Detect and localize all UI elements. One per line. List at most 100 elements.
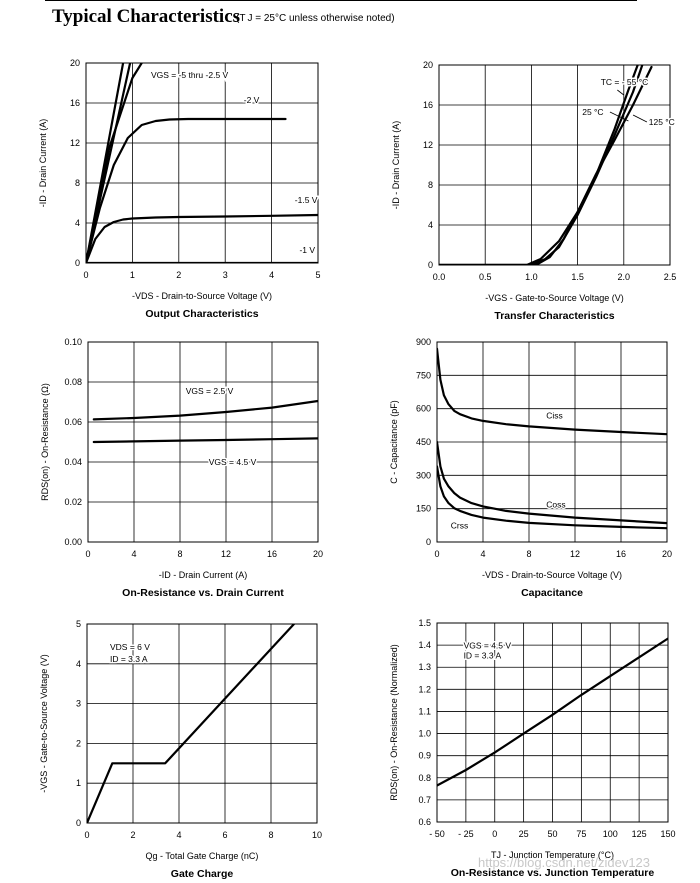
series-line	[92, 399, 318, 421]
annotation-label: TC = - 55 °C	[601, 77, 649, 87]
series-line	[439, 65, 639, 265]
y-tick-label: 12	[70, 138, 80, 148]
chart-title: Capacitance	[521, 587, 583, 599]
chart-gate-charge: 0 2 4 6 8 10 0 1 2 3 4 5 Qg - Total Gate Charge (nC)…	[39, 619, 322, 880]
x-tick-label: 0	[85, 549, 90, 559]
y-tick-label: 0.08	[64, 377, 82, 387]
page-subtitle: (T J = 25°C unless otherwise noted)	[236, 13, 395, 24]
x-axis-label: -ID - Drain Current (A)	[159, 570, 248, 580]
y-tick-label: 600	[416, 404, 431, 414]
y-tick-label: 20	[70, 58, 80, 68]
page-title: Typical Characteristics	[52, 6, 241, 27]
y-tick-label: 0	[426, 537, 431, 547]
x-tick-label: 20	[313, 549, 323, 559]
y-tick-label: 16	[70, 98, 80, 108]
y-tick-label: 5	[76, 619, 81, 629]
y-tick-label: 0.02	[64, 497, 82, 507]
x-tick-label: 0.5	[479, 272, 492, 282]
y-tick-label: 1.3	[418, 662, 431, 672]
plot-frame	[438, 64, 671, 266]
chart-title: On-Resistance vs. Junction Temperature	[451, 867, 655, 879]
x-tick-label: 4	[269, 270, 274, 280]
y-tick-label: 0.8	[418, 773, 431, 783]
top-rule	[45, 0, 637, 1]
leader-line	[632, 114, 648, 123]
series-line	[87, 624, 296, 823]
y-tick-label: 900	[416, 337, 431, 347]
x-tick-label: 0.0	[433, 272, 446, 282]
chart-transfer: 0.0 0.5 1.0 1.5 2.0 2.5 0 4 8 12 16 20 -VGS - Gate-t…	[391, 60, 676, 322]
chart-title: Gate Charge	[171, 868, 234, 880]
x-tick-label: 0	[83, 270, 88, 280]
x-tick-label: 0	[492, 829, 497, 839]
chart-title: On-Resistance vs. Drain Current	[122, 587, 284, 599]
x-axis-label: Qg - Total Gate Charge (nC)	[146, 851, 259, 861]
series-line	[92, 437, 318, 444]
x-tick-label: 1.5	[571, 272, 584, 282]
x-tick-label: 0	[84, 830, 89, 840]
x-tick-label: 1	[130, 270, 135, 280]
y-tick-label: 4	[428, 220, 433, 230]
x-tick-label: 100	[603, 829, 618, 839]
y-tick-label: 0.6	[418, 817, 431, 827]
annotation-label: -1 V	[299, 245, 315, 255]
y-tick-label: 0.00	[64, 537, 82, 547]
y-tick-label: 3	[76, 699, 81, 709]
series-line	[439, 65, 653, 265]
x-tick-label: 16	[616, 549, 626, 559]
y-tick-label: 8	[75, 178, 80, 188]
annotation-label: VGS = 4.5 V	[209, 457, 257, 467]
annotation-label: ID = 3.3 A	[464, 650, 502, 660]
leader-line	[609, 111, 629, 122]
y-tick-label: 450	[416, 437, 431, 447]
x-tick-label: 10	[312, 830, 322, 840]
x-axis-label: -VGS - Gate-to-Source Voltage (V)	[485, 293, 624, 303]
y-tick-label: 2	[76, 738, 81, 748]
x-axis-label: TJ - Junction Temperature (°C)	[491, 850, 614, 860]
y-tick-label: 1.4	[418, 640, 431, 650]
y-axis-label: RDS(on) - On-Resistance (Normalized)	[389, 644, 399, 801]
x-tick-label: 20	[662, 549, 672, 559]
y-tick-label: 300	[416, 470, 431, 480]
x-tick-label: 0	[434, 549, 439, 559]
y-tick-label: 1.2	[418, 684, 431, 694]
y-tick-label: 750	[416, 370, 431, 380]
y-axis-label: RDS(on) - On-Resistance (Ω)	[40, 383, 50, 501]
x-tick-label: 1.0	[525, 272, 538, 282]
series-line	[86, 117, 287, 263]
x-tick-label: 8	[177, 549, 182, 559]
y-tick-label: 0.7	[418, 795, 431, 805]
x-tick-label: 8	[268, 830, 273, 840]
annotation-label: VGS = 4.5 V	[464, 640, 512, 650]
chart-title: Transfer Characteristics	[494, 310, 614, 322]
x-tick-label: 25	[519, 829, 529, 839]
chart-ron-tj: - 50 - 25 0 25 50 75 100 125 150 0.6 0.7 0.8 0.9 1.0 1…	[389, 618, 676, 879]
y-axis-label: -ID - Drain Current (A)	[38, 119, 48, 208]
x-tick-label: 4	[176, 830, 181, 840]
annotation-label: Coss	[546, 500, 565, 510]
x-tick-label: - 25	[458, 829, 474, 839]
y-axis-label: -VGS - Gate-to-Source Voltage (V)	[39, 654, 49, 793]
y-tick-label: 1.1	[418, 706, 431, 716]
plot-frame	[85, 62, 319, 264]
annotation-label: 125 °C	[649, 117, 675, 127]
y-tick-label: 0	[428, 260, 433, 270]
y-tick-label: 1.0	[418, 729, 431, 739]
x-axis-label: -VDS - Drain-to-Source Voltage (V)	[482, 570, 622, 580]
series-line	[439, 65, 644, 265]
x-tick-label: 75	[576, 829, 586, 839]
annotation-label: Ciss	[546, 411, 563, 421]
annotation-label: -2 V	[244, 95, 260, 105]
chart-title: Output Characteristics	[145, 308, 258, 320]
plot-frame	[87, 341, 319, 543]
annotation-label: VGS = 2.5 V	[186, 386, 234, 396]
series-line	[86, 213, 318, 263]
y-tick-label: 12	[423, 140, 433, 150]
x-tick-label: 8	[526, 549, 531, 559]
x-tick-label: 50	[547, 829, 557, 839]
y-tick-label: 16	[423, 100, 433, 110]
y-axis-label: C - Capacitance (pF)	[389, 400, 399, 484]
x-tick-label: 16	[267, 549, 277, 559]
